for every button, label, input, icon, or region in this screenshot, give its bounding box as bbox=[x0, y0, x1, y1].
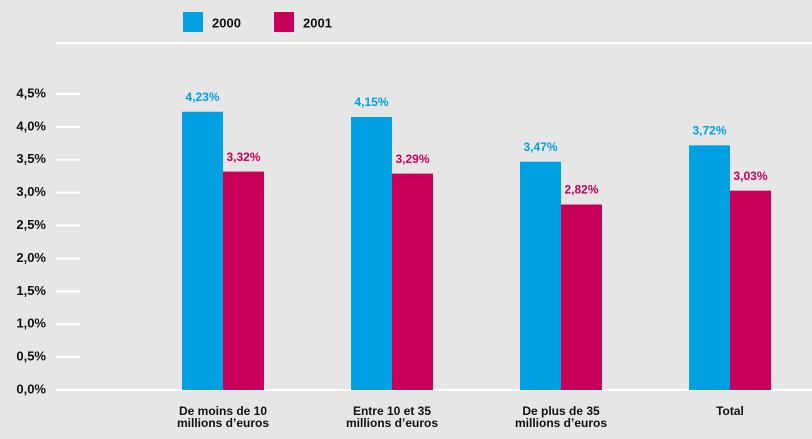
value-label: 3,29% bbox=[395, 152, 429, 166]
value-label: 3,47% bbox=[523, 140, 557, 154]
x-tick-label: Total bbox=[716, 404, 744, 418]
legend-label: 2000 bbox=[212, 15, 241, 30]
y-tick-label: 1,5% bbox=[16, 283, 46, 298]
bar bbox=[392, 173, 433, 390]
y-tick-label: 4,5% bbox=[16, 85, 46, 100]
value-label: 2,82% bbox=[564, 183, 598, 197]
y-tick-label: 0,0% bbox=[16, 381, 46, 396]
legend-label: 2001 bbox=[303, 15, 332, 30]
x-tick-label: Entre 10 et 35 millions d’euros bbox=[346, 404, 438, 430]
value-label: 3,03% bbox=[733, 169, 767, 183]
bar bbox=[520, 161, 561, 390]
value-label: 3,32% bbox=[226, 150, 260, 164]
bar bbox=[689, 145, 730, 390]
value-label: 4,23% bbox=[185, 90, 219, 104]
bar bbox=[223, 171, 264, 390]
value-label: 3,72% bbox=[692, 123, 726, 137]
legend-swatch bbox=[183, 12, 203, 32]
y-tick-label: 4,0% bbox=[16, 118, 46, 133]
value-label: 4,15% bbox=[354, 95, 388, 109]
bar bbox=[351, 117, 392, 391]
y-tick-label: 3,5% bbox=[16, 151, 46, 166]
legend-swatch bbox=[274, 12, 294, 32]
x-tick-label: De moins de 10 millions d’euros bbox=[177, 404, 269, 430]
bar bbox=[730, 190, 771, 390]
y-tick-label: 0,5% bbox=[16, 349, 46, 364]
x-tick-label: De plus de 35 millions d’euros bbox=[515, 404, 607, 430]
bar bbox=[182, 111, 223, 390]
y-tick-label: 3,0% bbox=[16, 184, 46, 199]
y-tick-label: 1,0% bbox=[16, 316, 46, 331]
bar bbox=[561, 204, 602, 390]
y-tick-label: 2,0% bbox=[16, 250, 46, 265]
y-tick-label: 2,5% bbox=[16, 217, 46, 232]
